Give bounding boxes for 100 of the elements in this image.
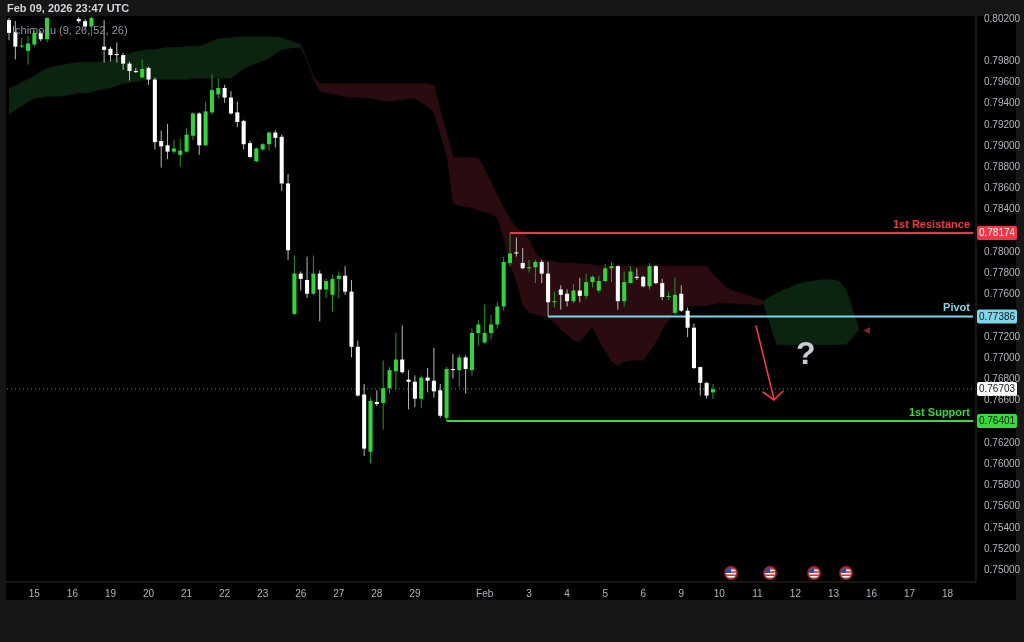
candlestick [622,270,627,307]
candlestick [653,264,658,285]
y-tick-label: 0.75400 [984,521,1021,533]
candlestick [609,261,614,283]
y-tick-label: 0.77800 [984,267,1021,279]
candlestick [222,84,227,104]
candlestick [710,383,715,400]
candlestick [235,101,240,128]
candlestick [488,314,494,340]
y-tick-label: 0.76600 [984,394,1021,406]
candlestick [431,347,436,399]
x-tick-label: 23 [257,588,269,600]
candlestick [267,130,272,152]
y-tick-label: 0.80200 [984,12,1021,24]
candlestick [463,354,468,394]
candlestick [400,325,405,374]
candlestick [387,366,392,394]
x-tick-label: 26 [295,588,307,600]
x-tick-label: 4 [564,588,571,600]
candlestick [127,61,132,82]
chart-title: Feb 09, 2026 23:47 UTC [7,1,130,15]
candlestick [450,353,455,380]
y-tick-label: 0.77000 [984,351,1021,363]
candlestick [679,284,684,313]
candlestick [457,353,462,388]
candlestick [508,232,513,267]
x-tick-label: 22 [219,588,231,600]
candlestick [343,265,348,296]
candlestick [298,270,303,292]
candlestick [571,283,576,304]
candlestick [178,138,183,167]
y-tick-label: 0.79000 [984,139,1021,151]
candlestick [527,259,532,274]
series-label: 1st Support [908,405,971,418]
candlestick [698,366,703,397]
x-tick-label: 19 [104,588,117,600]
candlestick [209,73,214,116]
candlestick [558,284,563,311]
x-tick-label: 13 [827,588,840,600]
candlestick [647,262,652,291]
y-tick-label: 0.76000 [984,457,1021,469]
y-tick-label: 0.75200 [984,542,1021,554]
x-tick-label: Feb [476,588,494,600]
candlestick [317,269,322,322]
x-tick-label: 9 [678,588,685,600]
candlestick [514,237,519,258]
data-label: 0.77386 [978,310,1016,322]
candlestick [412,374,417,408]
x-tick-label: 5 [602,588,609,600]
candlestick [539,259,544,284]
candlestick [114,41,119,64]
x-tick-label: 15 [28,588,41,600]
data-label: 0.78174 [978,227,1016,239]
data-label: 0.76401 [978,415,1016,427]
candlestick [184,127,189,154]
y-tick-label: 0.78600 [984,182,1021,194]
candlestick [19,37,24,49]
x-tick-label: 6 [640,588,647,600]
candlestick [336,270,341,299]
y-tick-label: 0.76200 [984,436,1021,448]
y-tick-label: 0.77200 [984,330,1021,342]
candlestick [672,277,677,316]
y-tick-label: 0.77600 [984,288,1021,300]
candlestick [228,90,233,116]
x-tick-label: 21 [181,588,193,600]
y-tick-label: 0.78800 [984,161,1021,173]
candlestick [311,255,316,296]
x-tick-label: 20 [142,588,155,600]
x-tick-label: 16 [66,588,79,600]
annotation: ? [796,335,816,372]
y-tick-label: 0.75000 [984,564,1021,576]
candlestick [419,374,424,409]
y-tick-label: 0.79800 [984,54,1021,66]
candlestick [584,273,589,300]
x-tick-label: 17 [904,588,916,600]
y-tick-label: 0.78000 [984,245,1021,257]
candlestick [171,139,176,155]
x-tick-label: 27 [333,588,345,600]
candlestick [565,289,570,307]
candlestick [241,119,246,151]
candlestick [393,332,398,390]
series-label: 1st Resistance [892,217,970,230]
y-tick-label: 0.79600 [984,76,1021,88]
candlestick [140,58,145,79]
x-tick-label: 11 [752,588,763,600]
candlestick [324,278,329,299]
y-tick-label: 0.78400 [984,203,1021,215]
candlestick [476,319,481,347]
candlestick [577,277,582,303]
y-tick-label: 0.76800 [984,373,1021,385]
x-tick-label: 3 [526,588,533,600]
x-tick-label: 10 [713,588,726,600]
y-tick-label: 0.75800 [984,479,1021,491]
series-label: Pivot [943,301,971,314]
candlestick [495,301,500,330]
candlestick [305,256,310,299]
y-tick-label: 0.79400 [984,97,1021,109]
candlestick [520,247,525,270]
candlestick [6,17,12,41]
candlestick [533,259,538,284]
